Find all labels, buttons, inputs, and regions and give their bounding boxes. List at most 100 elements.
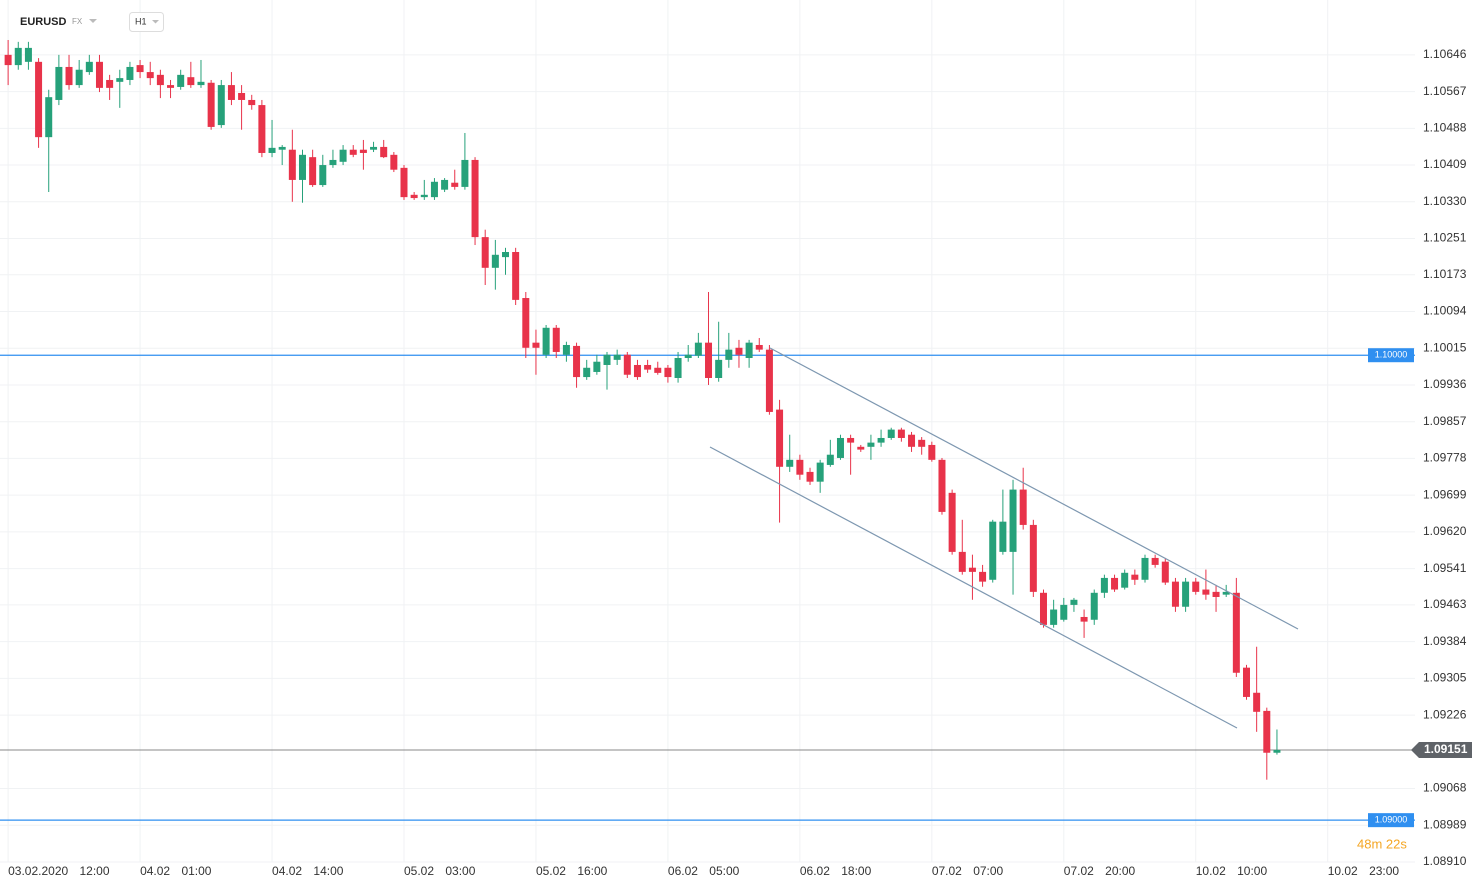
x-tick-label: 04.02 14:00	[272, 864, 344, 878]
candle-body	[512, 251, 520, 300]
candle-body	[461, 159, 469, 187]
timeframe-select[interactable]	[129, 12, 164, 32]
level-label: 1.10000	[1375, 350, 1408, 360]
candle-body	[542, 327, 550, 355]
candle-body	[420, 194, 428, 198]
candle-body	[238, 92, 246, 100]
candle-body	[298, 154, 306, 180]
candle-body	[857, 446, 865, 450]
candle-body	[989, 521, 997, 580]
candle-body	[370, 146, 378, 150]
candle-body	[156, 74, 164, 86]
last-price-box	[1411, 741, 1472, 758]
header: EURUSD FX H1	[20, 12, 164, 32]
candle-body	[288, 149, 296, 180]
candle-body	[1253, 692, 1261, 712]
candle-body	[1141, 557, 1149, 580]
candle-body	[227, 85, 235, 100]
candle-body	[1182, 581, 1190, 607]
candle-body	[1111, 577, 1119, 590]
y-tick-label: 1.09068	[1423, 781, 1467, 795]
candle-body	[522, 298, 530, 348]
candle-body	[552, 327, 560, 352]
candle-body	[319, 165, 327, 186]
candle-body	[573, 345, 581, 378]
market-caret[interactable]	[89, 19, 97, 23]
candle-body	[644, 364, 652, 370]
candle-body	[85, 61, 93, 73]
candle-body	[116, 78, 124, 82]
y-tick-label: 1.10015	[1423, 340, 1467, 354]
candle-body	[278, 146, 286, 150]
candle-body	[613, 354, 621, 360]
candle-body	[349, 149, 357, 155]
candle-body	[491, 254, 499, 268]
candle-body	[167, 85, 175, 88]
candle-body	[207, 82, 215, 127]
candle-body	[948, 492, 956, 552]
timeframe: H1	[135, 16, 147, 26]
x-tick-label: 06.02 18:00	[800, 864, 872, 878]
candle-body	[664, 367, 672, 378]
x-tick-label: 07.02 07:00	[932, 864, 1004, 878]
candle-body	[968, 567, 976, 572]
y-tick-label: 1.10488	[1423, 120, 1467, 134]
y-tick-label: 1.09699	[1423, 487, 1467, 501]
candle-body	[106, 79, 114, 88]
candle-body	[1263, 710, 1271, 753]
candle-body	[999, 521, 1007, 552]
timeframe-caret	[152, 20, 159, 24]
y-tick-label: 1.10646	[1423, 47, 1467, 61]
y-tick-label: 1.10173	[1423, 267, 1467, 281]
candle-body	[248, 99, 256, 106]
candle-body	[187, 77, 195, 86]
candle-body	[633, 364, 641, 378]
y-tick-label: 1.10330	[1423, 194, 1467, 208]
candle-body	[776, 409, 784, 467]
candle-body	[75, 69, 83, 86]
candle-body	[451, 182, 459, 187]
x-tick-label: 03.02.2020 12:00	[8, 864, 110, 878]
y-tick-label: 1.09463	[1423, 597, 1467, 611]
y-tick-label: 1.09778	[1423, 451, 1467, 465]
y-tick-label: 1.09620	[1423, 524, 1467, 538]
candle-body	[897, 429, 905, 438]
candle-body	[847, 437, 855, 443]
x-tick-label: 10.02 23:00	[1328, 864, 1400, 878]
candle-body	[197, 81, 205, 86]
candle-body	[1019, 489, 1027, 525]
y-tick-label: 1.08910	[1423, 854, 1467, 868]
y-tick-label: 1.10094	[1423, 304, 1467, 318]
candle-body	[126, 66, 134, 80]
grid	[0, 0, 1415, 863]
level-label: 1.09000	[1375, 815, 1408, 825]
candle-body	[1151, 557, 1159, 565]
candle-body	[715, 359, 723, 378]
level-label-box	[1368, 813, 1414, 828]
candle-body	[177, 74, 185, 87]
last-price-label: 1.09151	[1424, 742, 1468, 756]
candle-body	[918, 439, 926, 447]
candle-body	[725, 349, 733, 360]
candle-body	[380, 146, 388, 158]
candle-body	[562, 344, 570, 355]
candle-body	[593, 361, 601, 372]
candle-body	[146, 72, 154, 79]
candle-body	[1222, 591, 1230, 595]
candle-body	[887, 429, 895, 438]
x-tick-label: 05.02 03:00	[404, 864, 476, 878]
y-tick-label: 1.08989	[1423, 817, 1467, 831]
candle-body	[1009, 489, 1017, 552]
candle-body	[816, 462, 824, 482]
candle-body	[55, 66, 63, 100]
candle-body	[1090, 592, 1098, 620]
candle-body	[217, 85, 225, 126]
candle-body	[502, 251, 510, 258]
x-tick-label: 04.02 01:00	[140, 864, 212, 878]
x-tick-label: 06.02 05:00	[668, 864, 740, 878]
candle-body	[1050, 609, 1058, 625]
candle-body	[806, 471, 814, 482]
y-tick-label: 1.09305	[1423, 671, 1467, 685]
